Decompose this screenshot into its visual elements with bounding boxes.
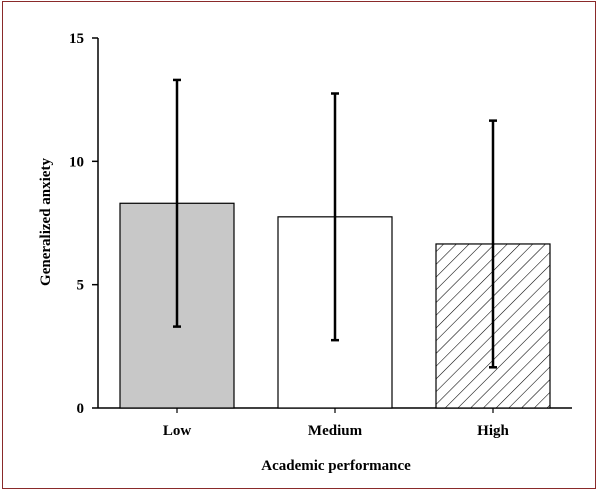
x-axis-title: Academic performance — [261, 458, 411, 474]
y-ticks: 0 5 10 15 — [69, 31, 98, 417]
category-labels: Low Medium High — [163, 408, 509, 439]
y-tick-label: 0 — [77, 401, 85, 417]
y-axis-title: Generalized anxiety — [38, 158, 54, 286]
y-tick-label: 10 — [69, 154, 84, 170]
category-label-medium: Medium — [308, 423, 363, 439]
category-label-high: High — [477, 423, 509, 439]
y-tick-label: 5 — [77, 278, 85, 294]
category-label-low: Low — [163, 423, 192, 439]
error-bars — [173, 78, 497, 369]
y-tick-label: 15 — [69, 31, 84, 47]
